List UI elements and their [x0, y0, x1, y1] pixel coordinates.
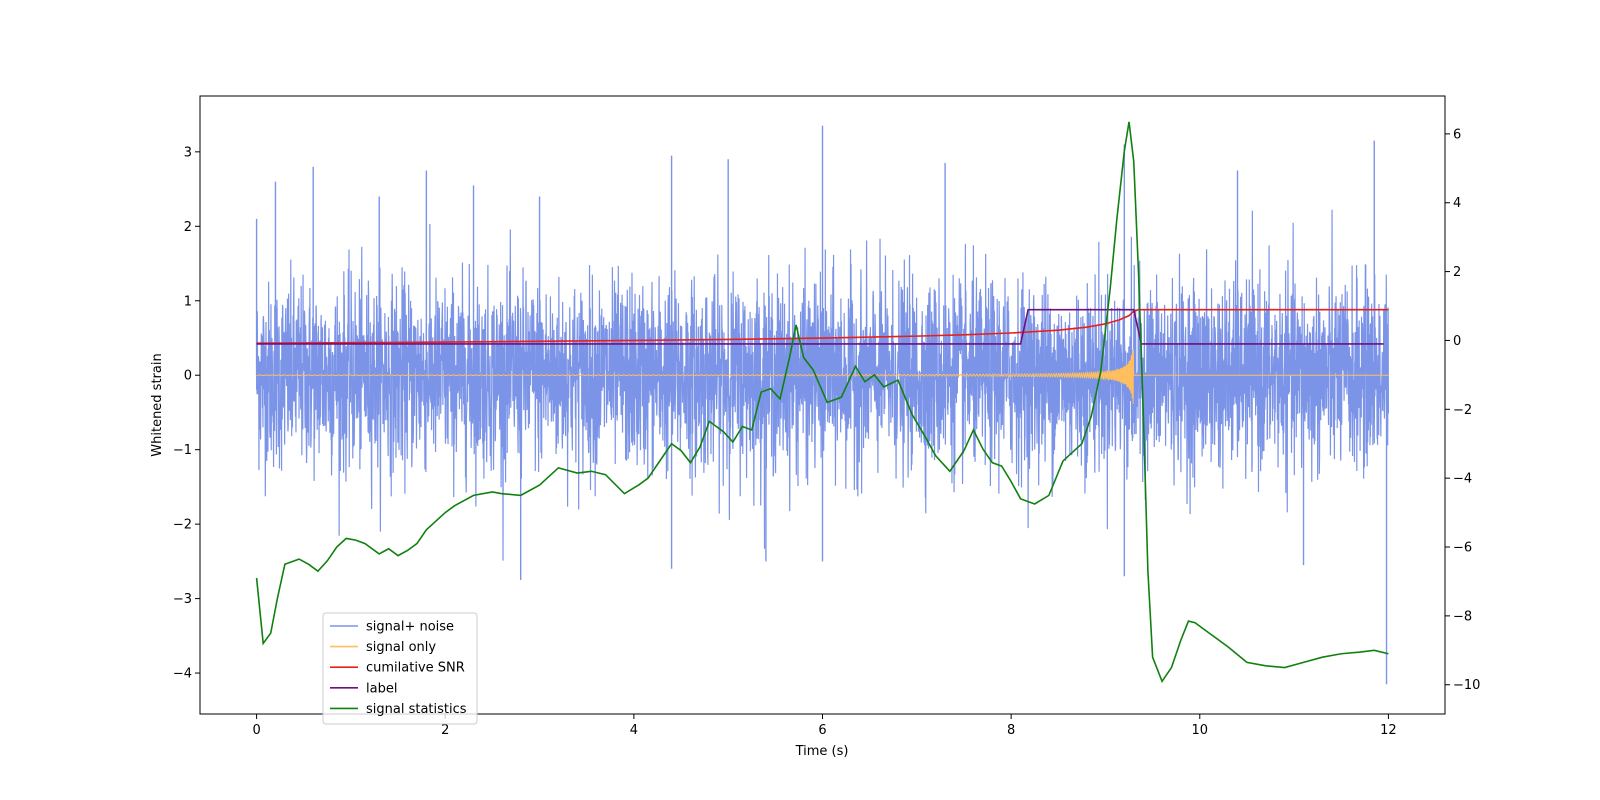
y2-tick-label: 2	[1453, 265, 1461, 280]
y-tick-label: −4	[173, 667, 192, 682]
legend: signal+ noise signal only cumilative SNR la…	[322, 612, 478, 725]
y-axis-label: Whitened strain	[150, 353, 165, 456]
y2-tick-label: −8	[1453, 609, 1472, 624]
x-tick-label: 12	[1380, 723, 1397, 738]
legend-label: signal statistics	[366, 702, 467, 717]
series-line-signal-only	[256, 349, 1389, 404]
series-line-signal-statistics	[255, 121, 1389, 683]
y2-tick-label: 6	[1453, 127, 1461, 142]
y-axis-ticks: −4 −3 −2 −1 0 1 2 3	[173, 145, 200, 682]
y2-tick-label: −6	[1453, 541, 1472, 556]
y-tick-label: −1	[173, 443, 192, 458]
y2-tick-label: −4	[1453, 472, 1472, 487]
legend-box	[322, 612, 478, 725]
series-layer	[255, 121, 1390, 685]
x-tick-label: 6	[818, 723, 826, 738]
y-tick-label: 0	[184, 369, 192, 384]
x-axis-ticks: 0 2 4 6 8 10 12	[252, 714, 1397, 738]
y2-tick-label: −10	[1453, 678, 1480, 693]
y2-tick-label: −2	[1453, 403, 1472, 418]
series-line-cumilative-snr	[256, 308, 1389, 344]
y2-tick-label: 4	[1453, 196, 1461, 211]
y2-axis-ticks: −10 −8 −6 −4 −2 0 2 4 6	[1445, 127, 1480, 693]
legend-label: label	[366, 681, 397, 696]
legend-label: signal+ noise	[366, 620, 454, 635]
x-axis-label: Time (s)	[795, 744, 849, 759]
y-tick-label: 1	[184, 294, 192, 309]
x-tick-label: 10	[1191, 723, 1208, 738]
y-tick-label: −3	[173, 592, 192, 607]
x-tick-label: 0	[252, 723, 260, 738]
x-tick-label: 4	[630, 723, 638, 738]
x-tick-label: 2	[441, 723, 449, 738]
y-tick-label: −2	[173, 518, 192, 533]
series-line-label	[256, 308, 1384, 345]
y2-tick-label: 0	[1453, 334, 1461, 349]
legend-label: signal only	[366, 640, 436, 655]
x-tick-label: 8	[1007, 723, 1015, 738]
legend-label: cumilative SNR	[366, 661, 465, 676]
y-tick-label: 3	[184, 145, 192, 160]
y-tick-label: 2	[184, 220, 192, 235]
